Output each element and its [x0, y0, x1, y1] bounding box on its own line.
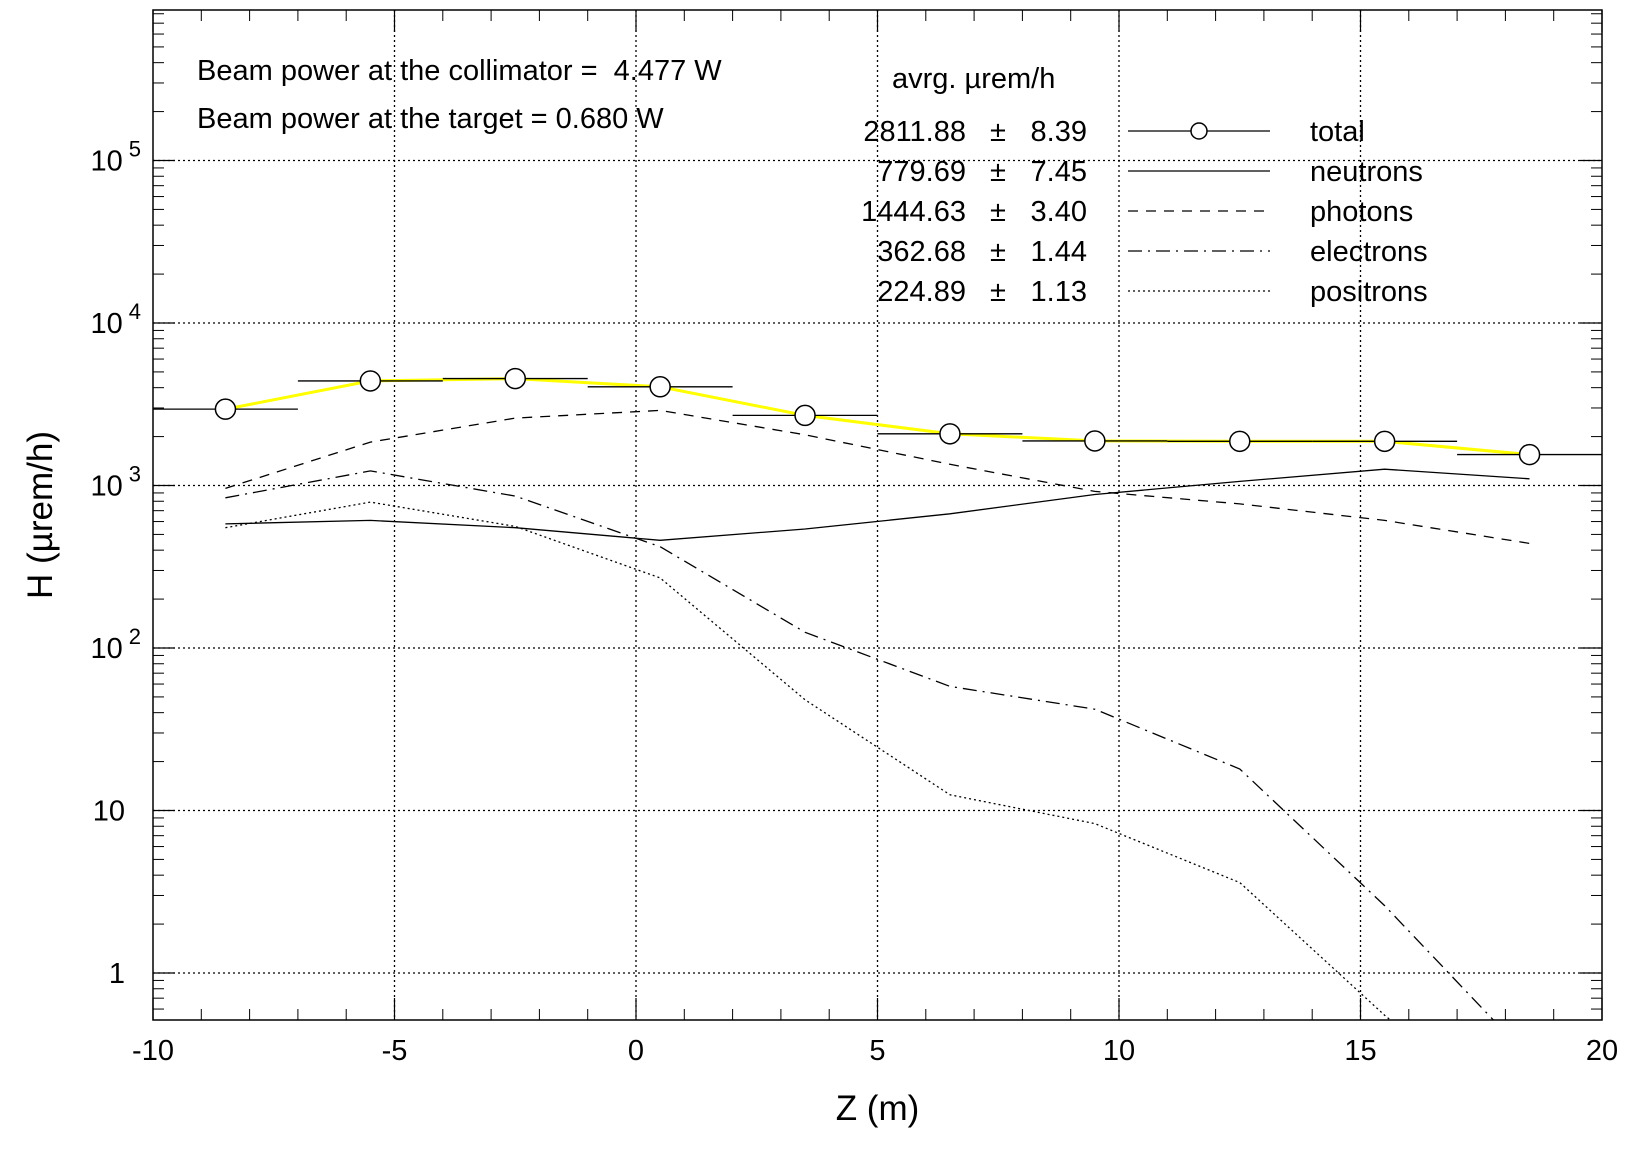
y-tick-label: 10 5 — [90, 137, 141, 178]
y-tick-base: 10 — [90, 633, 122, 665]
legend-swatch-marker — [1190, 122, 1208, 140]
y-tick-base: 10 — [90, 308, 122, 340]
x-tick-label: 10 — [1103, 1035, 1135, 1067]
legend-plus-minus: ± — [990, 156, 1006, 188]
legend-value: 362.68 — [877, 236, 966, 268]
plot-frame — [152, 9, 1603, 1021]
y-tick-exponent: 4 — [129, 299, 141, 324]
total-point — [1518, 443, 1541, 466]
legend: 2811.88 ±8.39 total 779.69 ±7.45 neutrons 1444… — [861, 116, 1428, 308]
x-axis-label: Z (m) — [836, 1089, 920, 1128]
y-tick-label: 10 — [93, 796, 125, 828]
total-point — [1373, 430, 1396, 453]
y-tick-base: 1 — [109, 958, 125, 990]
legend-header: avrg. µrem/h — [892, 63, 1055, 95]
total-point — [649, 376, 671, 398]
axis-ticks — [152, 10, 1603, 1020]
total-point — [504, 367, 526, 390]
total-point — [794, 404, 816, 427]
y-tick-label: 1 — [109, 958, 125, 990]
positrons-series-line — [225, 501, 1392, 1020]
x-tick-label: 0 — [628, 1035, 644, 1067]
legend-error: 1.44 — [1031, 236, 1087, 268]
x-tick-label: -10 — [132, 1035, 174, 1067]
y-tick-label: 10 4 — [90, 299, 141, 340]
legend-error: 1.13 — [1031, 276, 1087, 308]
y-tick-exponent: 3 — [129, 462, 141, 487]
legend-value: 779.69 — [877, 156, 966, 188]
y-tick-exponent: 2 — [129, 624, 141, 649]
total-point — [359, 370, 382, 392]
x-tick-label: -5 — [382, 1035, 408, 1067]
y-tick-label: 10 2 — [90, 624, 141, 665]
legend-label: positrons — [1310, 276, 1428, 308]
legend-value: 2811.88 — [863, 116, 966, 148]
y-axis-label: H (µrem/h) — [21, 431, 60, 599]
tick-labels: -10 -5 0 5 10 15 20 1 10 10 2 10 3 10 4 10 5 — [90, 137, 1618, 1068]
legend-label: electrons — [1310, 236, 1428, 268]
x-tick-label: 15 — [1344, 1035, 1376, 1067]
legend-value: 1444.63 — [861, 196, 966, 228]
y-tick-label: 10 3 — [90, 462, 141, 503]
legend-error: 7.45 — [1031, 156, 1087, 188]
total-point — [1084, 430, 1106, 452]
x-tick-label: 20 — [1586, 1035, 1618, 1067]
total-point — [1229, 430, 1251, 453]
legend-plus-minus: ± — [990, 196, 1006, 228]
neutrons-series-line — [225, 468, 1530, 541]
y-tick-base: 10 — [93, 796, 125, 828]
legend-label: total — [1310, 116, 1365, 148]
collimator-power-note: Beam power at the collimator = 4.477 W — [197, 55, 722, 87]
target-power-note: Beam power at the target = 0.680 W — [197, 103, 664, 135]
legend-plus-minus: ± — [990, 116, 1006, 148]
electrons-series-line — [225, 470, 1495, 1020]
legend-label: photons — [1310, 196, 1413, 228]
total-point — [939, 423, 961, 445]
legend-plus-minus: ± — [990, 236, 1006, 268]
legend-plus-minus: ± — [990, 276, 1006, 308]
x-tick-label: 5 — [869, 1035, 885, 1067]
y-tick-exponent: 5 — [129, 137, 141, 162]
series-layer — [153, 367, 1602, 1020]
photons-series-line — [225, 409, 1530, 545]
y-tick-base: 10 — [90, 471, 122, 503]
legend-error: 3.40 — [1031, 196, 1087, 228]
y-tick-base: 10 — [90, 146, 122, 178]
grid-lines — [153, 10, 1602, 1020]
legend-error: 8.39 — [1031, 116, 1087, 148]
total-point — [214, 398, 237, 420]
legend-label: neutrons — [1310, 156, 1423, 188]
legend-value: 224.89 — [877, 276, 966, 308]
